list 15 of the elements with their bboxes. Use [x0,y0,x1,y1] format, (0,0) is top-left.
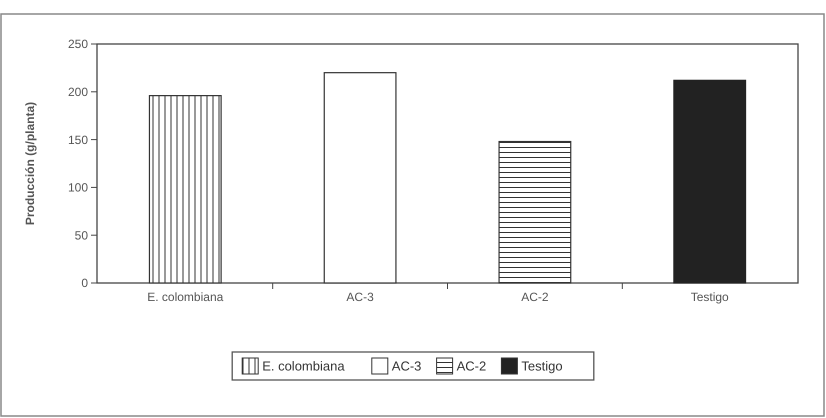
y-axis-title: Producción (g/planta) [23,102,37,226]
x-tick-label: E. colombiana [147,290,224,304]
x-tick-label: AC-3 [346,290,374,304]
y-tick-label: 50 [74,228,88,242]
y-tick-label: 250 [68,37,88,52]
y-tick-label: 150 [68,132,88,147]
y-tick-label: 100 [68,180,88,195]
y-tick-label: 200 [68,85,88,99]
legend-label: AC-2 [456,358,486,374]
x-tick-label: AC-2 [521,290,549,304]
legend-label: AC-3 [392,358,422,374]
legend-label: E. colombiana [262,358,346,374]
legend-label: Testigo [521,358,563,374]
x-tick-label: Testigo [690,290,730,304]
y-tick-label: 0 [81,276,88,290]
